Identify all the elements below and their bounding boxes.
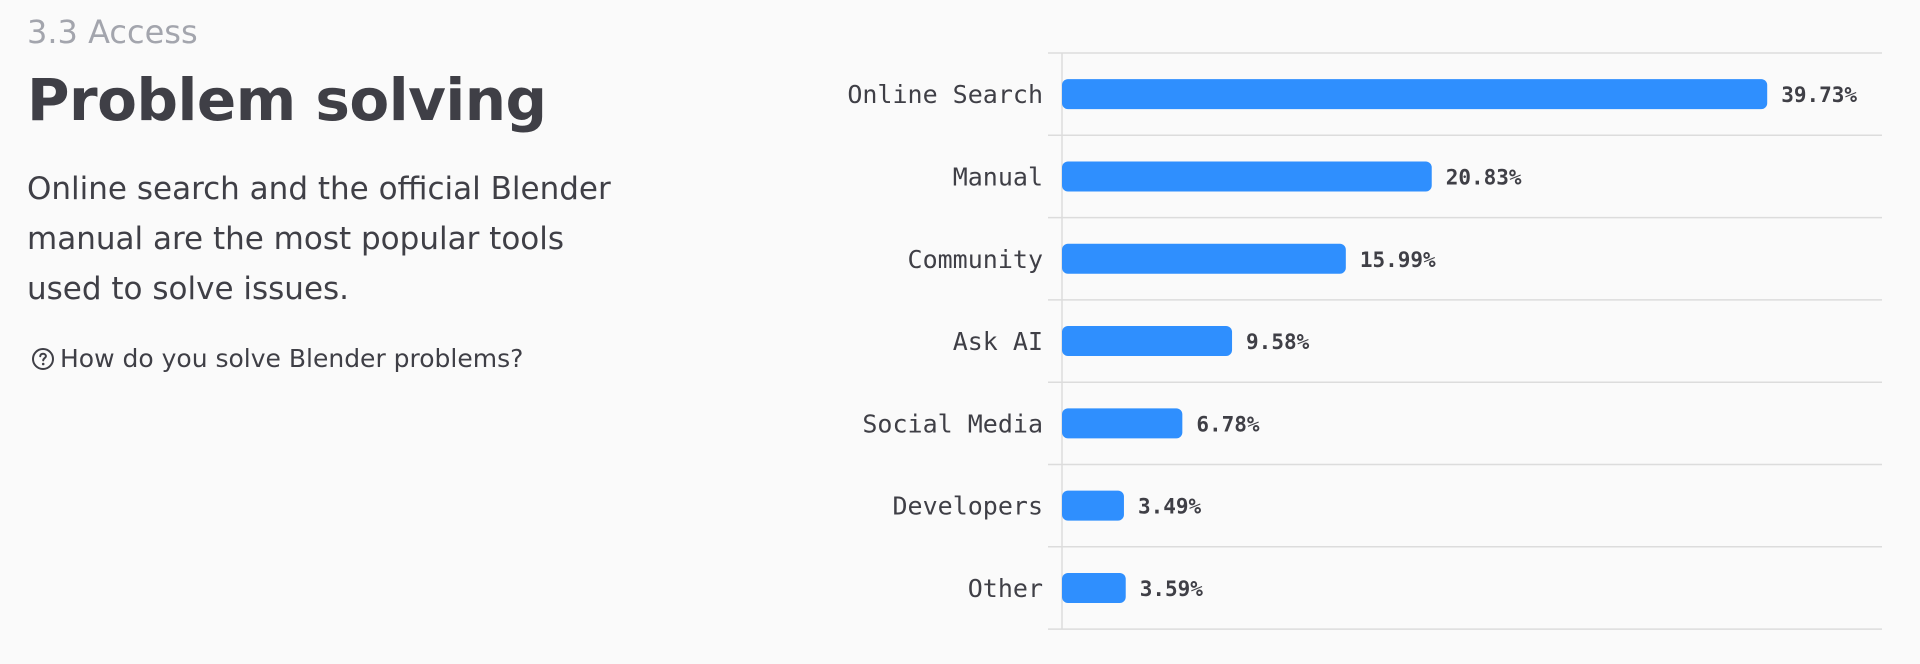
data-label: 6.78%	[1196, 412, 1260, 436]
description: Online search and the official Blender m…	[27, 171, 611, 307]
bar	[1062, 161, 1432, 192]
bar	[1062, 490, 1124, 521]
section-label: 3.3 Access	[27, 13, 198, 51]
data-label: 39.73%	[1781, 83, 1857, 107]
data-label: 3.49%	[1138, 495, 1202, 519]
category-label: Manual	[953, 162, 1043, 191]
category-label: Other	[968, 574, 1043, 603]
question-circle-icon	[32, 347, 54, 370]
category-label: Community	[908, 245, 1043, 274]
category-label: Ask AI	[953, 327, 1043, 356]
bar	[1062, 326, 1233, 357]
survey-question-text: How do you solve Blender problems?	[60, 344, 524, 373]
category-label: Social Media	[862, 409, 1043, 438]
bar	[1062, 243, 1346, 274]
bar	[1062, 408, 1183, 439]
bar	[1062, 79, 1768, 110]
data-label: 20.83%	[1446, 165, 1522, 189]
category-label: Online Search	[847, 80, 1043, 109]
page-title: Problem solving	[27, 66, 547, 134]
category-label: Developers	[892, 492, 1043, 521]
data-label: 9.58%	[1246, 330, 1310, 354]
data-label: 3.59%	[1140, 577, 1204, 601]
bar	[1062, 572, 1126, 603]
survey-question-link[interactable]: How do you solve Blender problems?	[31, 344, 523, 373]
data-label: 15.99%	[1360, 248, 1436, 272]
